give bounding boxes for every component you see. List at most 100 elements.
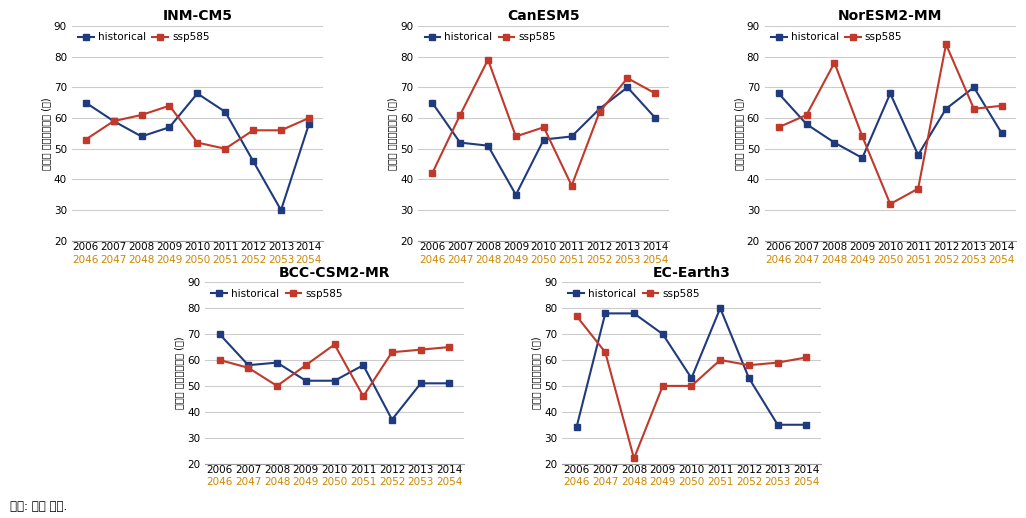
ssp585 [135,112,148,118]
historical [912,152,924,158]
ssp585 [482,56,495,63]
ssp585 [80,136,92,142]
ssp585 [247,127,260,134]
Legend: historical, ssp585: historical, ssp585 [422,29,559,45]
Title: BCC-CSM2-MR: BCC-CSM2-MR [279,266,390,280]
historical [593,106,605,112]
ssp585 [856,133,868,139]
historical [328,378,341,384]
historical [657,331,669,337]
Text: 자료: 저자 작성.: 자료: 저자 작성. [10,500,68,513]
ssp585 [357,393,369,399]
historical [108,118,120,124]
historical [538,136,550,142]
ssp585 [415,347,427,353]
ssp585 [968,106,980,112]
Legend: historical, ssp585: historical, ssp585 [565,285,703,301]
historical [135,133,148,139]
ssp585 [995,103,1008,109]
historical [300,378,312,384]
ssp585 [453,112,466,118]
historical [772,422,784,428]
ssp585 [328,341,341,348]
historical [163,124,175,131]
Title: CanESM5: CanESM5 [508,9,580,23]
historical [570,424,583,430]
Y-axis label: 연도별 고농도빈도수 (일): 연도별 고농도빈도수 (일) [41,97,51,170]
ssp585 [772,359,784,366]
ssp585 [599,349,611,355]
historical [828,139,840,146]
ssp585 [108,118,120,124]
Line: ssp585: ssp585 [574,313,810,461]
ssp585 [912,185,924,192]
historical [800,422,813,428]
historical [482,142,495,149]
ssp585 [828,60,840,66]
historical [940,106,952,112]
historical [649,115,662,121]
historical [622,84,634,91]
historical [968,84,980,91]
ssp585 [570,313,583,319]
ssp585 [163,103,175,109]
Line: ssp585: ssp585 [776,41,1004,207]
ssp585 [940,41,952,48]
ssp585 [275,127,287,134]
ssp585 [685,383,698,389]
ssp585 [303,115,315,121]
ssp585 [242,365,254,371]
ssp585 [773,124,785,131]
Line: ssp585: ssp585 [216,342,452,399]
historical [714,305,726,311]
historical [773,90,785,96]
historical [415,380,427,386]
Title: NorESM2-MM: NorESM2-MM [838,9,943,23]
Title: INM-CM5: INM-CM5 [162,9,232,23]
historical [247,158,260,164]
historical [220,109,232,115]
ssp585 [300,362,312,368]
historical [386,416,398,423]
Y-axis label: 연도별 고농도빈도수 (일): 연도별 고농도빈도수 (일) [531,337,542,409]
Legend: historical, ssp585: historical, ssp585 [767,29,906,45]
Y-axis label: 연도별 고농도빈도수 (일): 연도별 고농도빈도수 (일) [734,97,744,170]
historical [743,375,755,381]
Y-axis label: 연도별 고농도빈도수 (일): 연도별 고농도빈도수 (일) [174,337,185,409]
Legend: historical, ssp585: historical, ssp585 [75,29,212,45]
historical [995,130,1008,136]
historical [275,207,287,213]
historical [357,362,369,368]
historical [426,99,438,106]
historical [303,121,315,127]
historical [213,331,226,337]
ssp585 [426,170,438,177]
Legend: historical, ssp585: historical, ssp585 [208,285,346,301]
Y-axis label: 연도별 고농도빈도수 (일): 연도별 고농도빈도수 (일) [388,97,397,170]
ssp585 [213,357,226,363]
Line: historical: historical [83,91,312,213]
historical [599,310,611,316]
ssp585 [538,124,550,131]
historical [453,139,466,146]
Line: historical: historical [430,84,658,197]
historical [271,359,283,366]
historical [685,375,698,381]
ssp585 [443,344,456,350]
Line: ssp585: ssp585 [430,57,658,189]
ssp585 [622,75,634,81]
ssp585 [220,146,232,152]
ssp585 [191,139,203,146]
historical [510,192,522,198]
historical [628,310,640,316]
historical [443,380,456,386]
ssp585 [628,455,640,462]
ssp585 [386,349,398,355]
ssp585 [271,383,283,389]
Line: ssp585: ssp585 [83,103,312,152]
ssp585 [800,112,813,118]
historical [884,90,897,96]
Line: historical: historical [776,84,1004,161]
historical [80,99,92,106]
ssp585 [743,362,755,368]
